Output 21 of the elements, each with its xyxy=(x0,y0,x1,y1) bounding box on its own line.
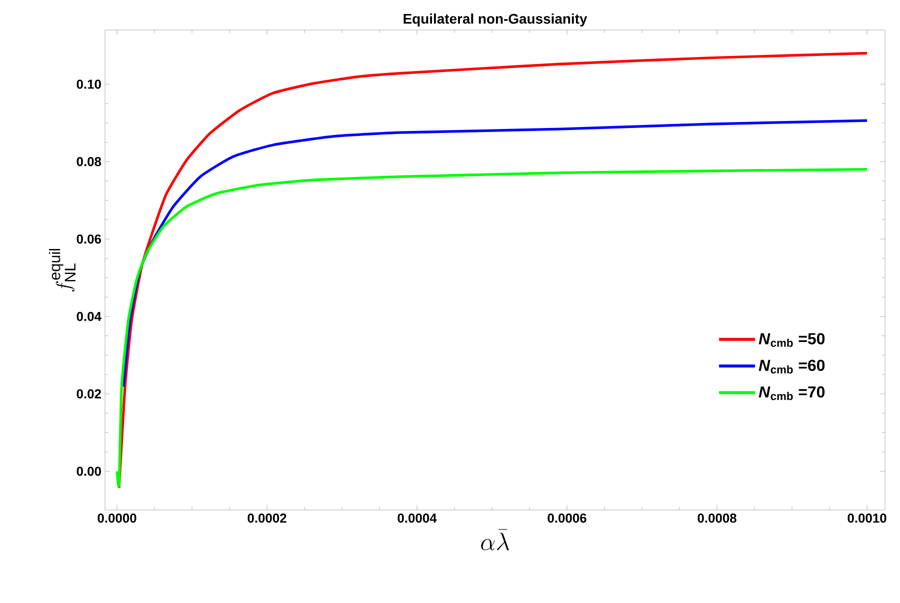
x-tick-label: 0.0010 xyxy=(848,514,886,523)
y-tick-label: 0.10 xyxy=(76,80,101,89)
x-tick-label: 0.0008 xyxy=(698,514,736,523)
y-axis-title: $f^{\mathrm{equil}}_{\mathrm{NL}}$ xyxy=(48,248,76,292)
line-series xyxy=(118,52,868,490)
x-tick-label: 0.0006 xyxy=(548,514,586,523)
x-tick-label: 0.0000 xyxy=(98,514,136,523)
legend-label: N$_{cmb}$ =50 xyxy=(758,333,825,347)
legend-label: N$_{cmb}$ =60 xyxy=(758,360,825,374)
x-tick-label: 0.0004 xyxy=(398,514,437,523)
x-axis-title: $\alpha\bar{\lambda}$ xyxy=(481,529,509,550)
line-series xyxy=(116,168,868,486)
line-series xyxy=(122,119,868,388)
y-tick-label: 0.00 xyxy=(76,466,101,476)
chart-title: Equilateral non-Gaussianity xyxy=(404,13,588,26)
legend-label: N$_{cmb}$ =70 xyxy=(758,386,825,400)
x-tick-label: 0.0002 xyxy=(248,514,286,523)
y-tick-label: 0.04 xyxy=(76,312,102,322)
y-tick-label: 0.02 xyxy=(76,389,101,398)
y-tick-label: 0.06 xyxy=(76,234,102,244)
y-tick-label: 0.08 xyxy=(76,157,102,166)
